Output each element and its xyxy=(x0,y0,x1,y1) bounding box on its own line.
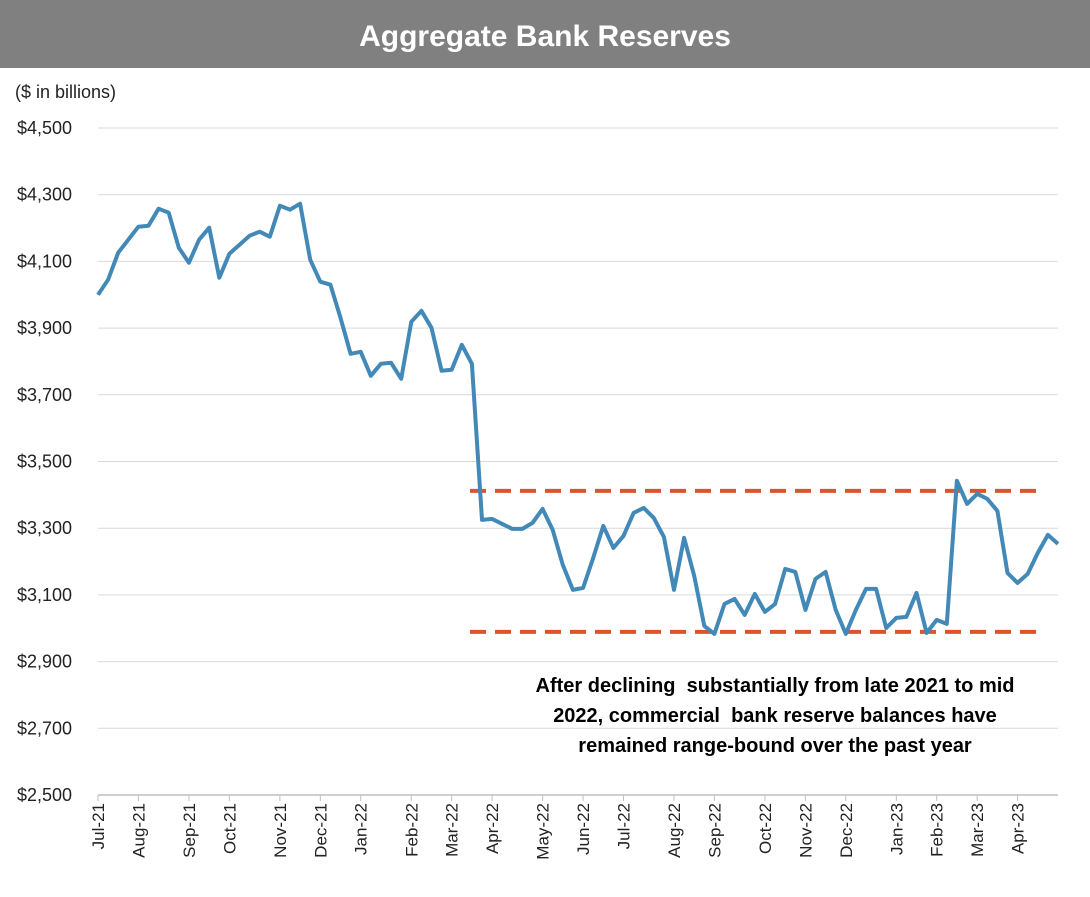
x-tick-label: Aug-21 xyxy=(129,803,148,858)
y-tick-label: $4,300 xyxy=(17,185,72,205)
annotation: After declining substantially from late … xyxy=(536,675,1015,697)
y-tick-label: $3,300 xyxy=(17,518,72,538)
y-tick-label: $3,500 xyxy=(17,452,72,472)
x-tick-label: Jun-22 xyxy=(574,803,593,855)
y-tick-label: $3,700 xyxy=(17,385,72,405)
y-tick-label: $2,900 xyxy=(17,652,72,672)
y-tick-label: $2,700 xyxy=(17,718,72,738)
x-tick-label: Nov-22 xyxy=(796,803,815,858)
chart-title: Aggregate Bank Reserves xyxy=(359,20,731,53)
y-tick-label: $3,900 xyxy=(17,318,72,338)
y-tick-label: $3,100 xyxy=(17,585,72,605)
x-tick-label: Oct-22 xyxy=(756,803,775,854)
annotation: 2022, commercial bank reserve balances h… xyxy=(553,705,997,727)
x-tick-label: Mar-22 xyxy=(443,803,462,857)
x-tick-label: Feb-22 xyxy=(402,803,421,857)
line-series xyxy=(96,201,1060,636)
x-tick-label: Apr-23 xyxy=(1009,803,1028,854)
x-tick-label: Apr-22 xyxy=(483,803,502,854)
x-tick-label: Aug-22 xyxy=(665,803,684,858)
x-tick-label: Feb-23 xyxy=(928,803,947,857)
x-tick-label: Nov-21 xyxy=(271,803,290,858)
x-tick-label: Sep-22 xyxy=(705,803,724,858)
y-tick-label: $4,100 xyxy=(17,251,72,271)
x-tick-label: Jan-22 xyxy=(352,803,371,855)
y-tick-label: $2,500 xyxy=(17,785,72,805)
x-tick-label: May-22 xyxy=(534,803,553,860)
y-axis-label: ($ in billions) xyxy=(15,82,116,102)
title-bar xyxy=(0,0,1090,68)
y-tick-label: $4,500 xyxy=(17,118,72,138)
x-tick-label: Jul-21 xyxy=(89,803,108,849)
x-tick-label: Jul-22 xyxy=(614,803,633,849)
x-tick-label: Oct-21 xyxy=(220,803,239,854)
x-tick-label: Dec-22 xyxy=(837,803,856,858)
x-tick-label: Dec-21 xyxy=(311,803,330,858)
x-tick-label: Mar-23 xyxy=(968,803,987,857)
x-tick-label: Sep-21 xyxy=(180,803,199,858)
x-tick-label: Jan-23 xyxy=(887,803,906,855)
annotation: remained range-bound over the past year xyxy=(578,735,972,757)
